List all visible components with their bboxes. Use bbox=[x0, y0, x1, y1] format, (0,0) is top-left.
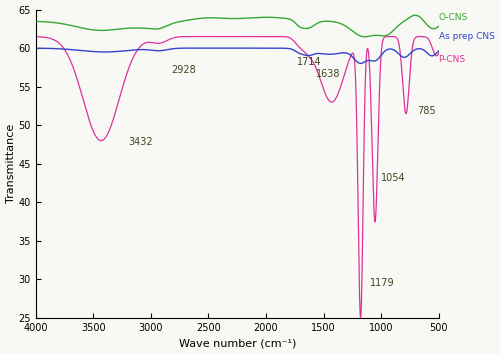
Y-axis label: Transmittance: Transmittance bbox=[6, 124, 16, 204]
Text: O-CNS: O-CNS bbox=[438, 13, 468, 22]
Text: As prep CNS: As prep CNS bbox=[438, 32, 494, 41]
Text: P-CNS: P-CNS bbox=[438, 55, 466, 64]
Text: 1638: 1638 bbox=[316, 69, 340, 79]
Text: 1179: 1179 bbox=[370, 278, 394, 288]
Text: 785: 785 bbox=[417, 105, 436, 116]
Text: 3432: 3432 bbox=[128, 137, 152, 147]
X-axis label: Wave number (cm⁻¹): Wave number (cm⁻¹) bbox=[178, 338, 296, 348]
Text: 2928: 2928 bbox=[172, 65, 196, 75]
Text: 1054: 1054 bbox=[381, 173, 406, 183]
Text: 1714: 1714 bbox=[297, 57, 322, 67]
